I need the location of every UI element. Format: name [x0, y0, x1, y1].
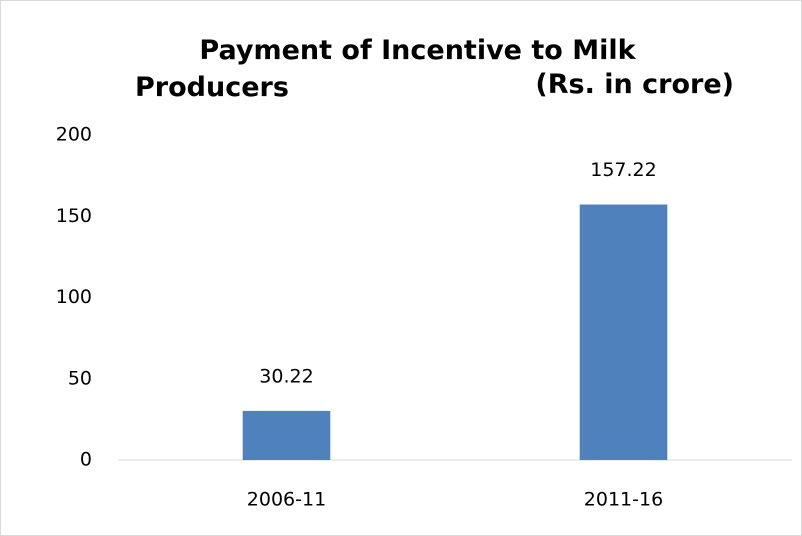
y-tick-label: 100 — [56, 286, 92, 308]
y-tick-label: 0 — [80, 449, 92, 471]
y-tick-label: 200 — [56, 124, 92, 146]
unit-label: (Rs. in crore) — [535, 69, 734, 100]
data-label: 30.22 — [259, 365, 313, 387]
bar — [579, 204, 668, 460]
bar — [242, 410, 331, 460]
data-label: 157.22 — [590, 159, 656, 181]
y-tick-label: 150 — [56, 205, 92, 227]
chart-title: Payment of Incentive to Milk Producers — [135, 35, 636, 103]
y-tick-label: 50 — [68, 367, 92, 389]
x-tick-label: 2006-11 — [247, 489, 326, 511]
x-tick-label: 2011-16 — [584, 489, 663, 511]
